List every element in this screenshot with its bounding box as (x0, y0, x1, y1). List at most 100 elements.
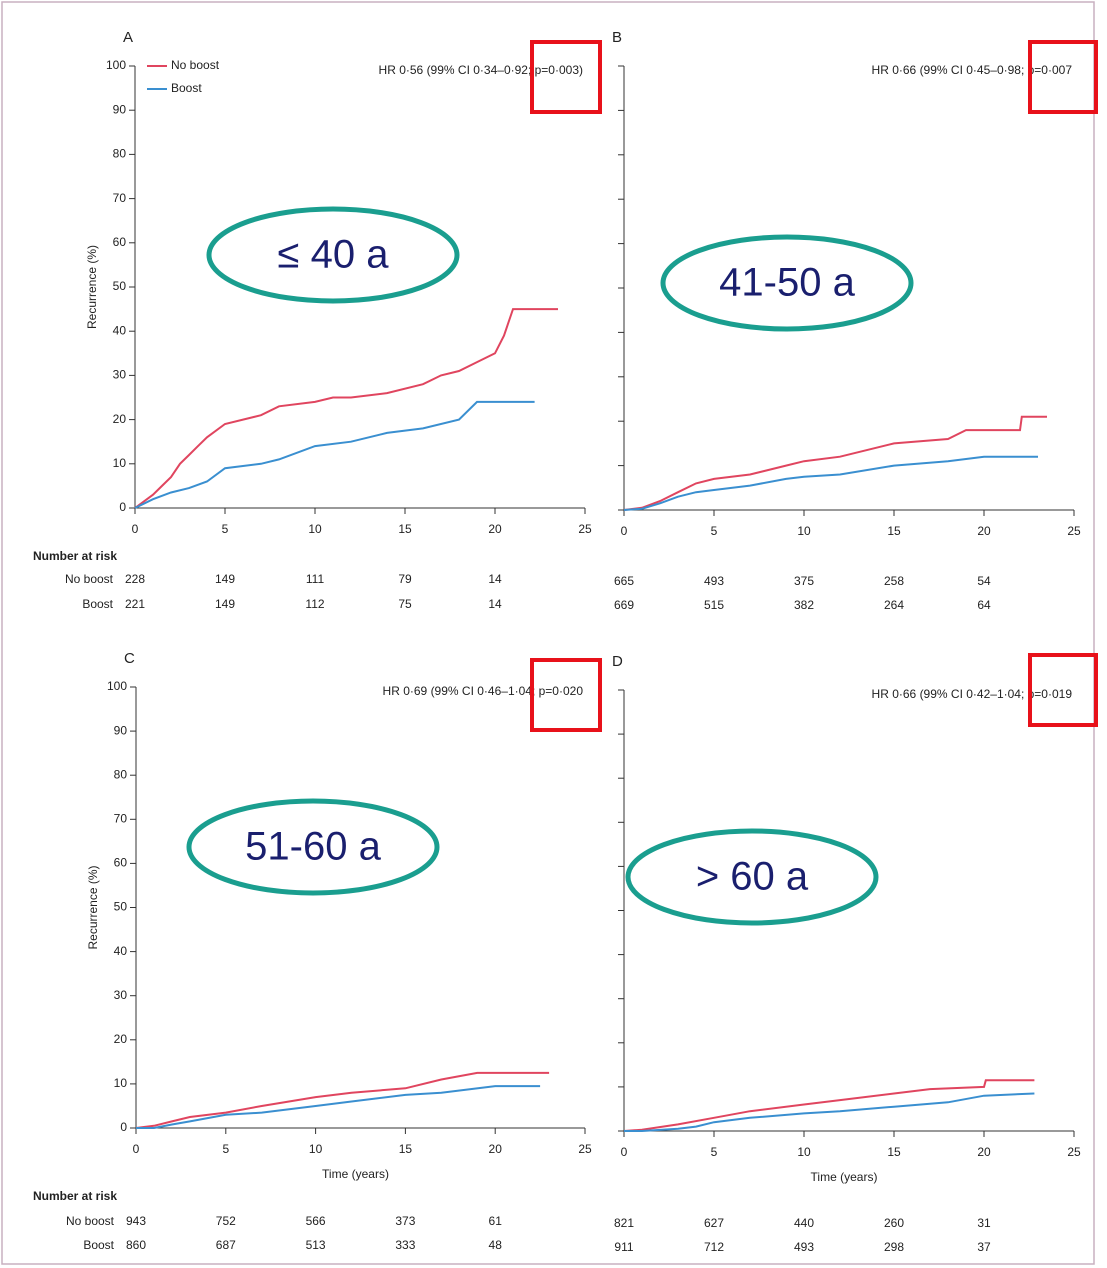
annotation-text: 51-60 a (245, 825, 381, 869)
x-tick-label: 15 (887, 1145, 901, 1159)
hr-text: HR 0·56 (99% CI 0·34–0·92; p=0·003) (379, 63, 583, 77)
x-tick-label: 10 (308, 522, 322, 536)
x-tick-label: 25 (1067, 524, 1081, 538)
risk-value: 440 (794, 1216, 814, 1230)
risk-value: 112 (305, 597, 324, 611)
highlight-box (530, 658, 602, 732)
hr-text: HR 0·69 (99% CI 0·46–1·04; p=0·020 (383, 684, 584, 698)
x-tick-label: 5 (222, 522, 229, 536)
y-tick-label: 10 (113, 456, 127, 470)
risk-value: 31 (977, 1216, 991, 1230)
risk-value: 298 (884, 1240, 904, 1254)
risk-value: 258 (884, 574, 904, 588)
risk-value: 111 (306, 572, 325, 586)
risk-value: 669 (614, 598, 634, 612)
risk-row-label: Boost (83, 1238, 114, 1252)
risk-value: 515 (704, 598, 724, 612)
y-axis-label: Recurrence (%) (86, 865, 100, 949)
y-tick-label: 10 (114, 1076, 128, 1090)
risk-value: 712 (704, 1240, 724, 1254)
risk-value: 493 (794, 1240, 814, 1254)
risk-value: 37 (977, 1240, 991, 1254)
annotation-text: > 60 a (696, 855, 809, 899)
y-tick-label: 80 (114, 767, 128, 781)
y-tick-label: 0 (119, 500, 126, 514)
legend-label: No boost (171, 58, 220, 72)
highlight-box (1028, 40, 1098, 114)
x-tick-label: 5 (711, 524, 718, 538)
y-tick-label: 20 (113, 412, 127, 426)
annotation-ellipse (625, 828, 879, 926)
y-axis-label: Recurrence (%) (85, 245, 99, 329)
risk-value: 75 (398, 597, 412, 611)
risk-value: 264 (884, 598, 904, 612)
survival-line (623, 1079, 1035, 1132)
survival-line (135, 1071, 550, 1129)
risk-value: 821 (614, 1216, 634, 1230)
survival-line (134, 308, 558, 509)
y-tick-label: 30 (113, 368, 127, 382)
x-tick-label: 5 (222, 1142, 229, 1156)
y-tick-label: 90 (114, 723, 128, 737)
annotation-text: ≤ 40 a (278, 233, 390, 277)
risk-value: 48 (489, 1238, 503, 1252)
y-tick-label: 100 (107, 679, 127, 693)
x-tick-label: 0 (621, 524, 628, 538)
risk-value: 687 (216, 1238, 236, 1252)
risk-value: 382 (794, 598, 814, 612)
survival-line (623, 415, 1047, 511)
x-tick-label: 25 (578, 1142, 592, 1156)
x-tick-label: 10 (797, 1145, 811, 1159)
risk-value: 260 (884, 1216, 904, 1230)
y-tick-label: 20 (114, 1032, 128, 1046)
y-tick-label: 40 (113, 323, 127, 337)
x-tick-label: 0 (621, 1145, 628, 1159)
risk-value: 333 (395, 1238, 415, 1252)
risk-value: 221 (125, 597, 145, 611)
risk-title: Number at risk (33, 1189, 117, 1203)
annotation-ellipse (186, 798, 440, 896)
y-tick-label: 50 (113, 279, 127, 293)
survival-line (134, 400, 535, 509)
risk-title: Number at risk (33, 549, 117, 563)
risk-value: 14 (488, 597, 502, 611)
panel-label: C (124, 650, 135, 667)
annotation-ellipse (660, 234, 914, 332)
risk-value: 149 (215, 572, 235, 586)
x-tick-label: 15 (399, 1142, 413, 1156)
x-axis-label: Time (years) (322, 1167, 389, 1181)
risk-value: 54 (977, 574, 991, 588)
highlight-box (530, 40, 602, 114)
x-tick-label: 20 (977, 1145, 991, 1159)
y-tick-label: 70 (113, 191, 127, 205)
x-tick-label: 15 (398, 522, 412, 536)
survival-line (623, 455, 1038, 511)
y-tick-label: 70 (114, 811, 128, 825)
risk-value: 79 (398, 572, 412, 586)
x-tick-label: 10 (309, 1142, 323, 1156)
x-tick-label: 10 (797, 524, 811, 538)
risk-value: 860 (126, 1238, 146, 1252)
risk-value: 665 (614, 574, 634, 588)
risk-value: 373 (395, 1214, 415, 1228)
y-tick-label: 100 (106, 58, 126, 72)
risk-value: 752 (216, 1214, 236, 1228)
risk-value: 228 (125, 572, 145, 586)
risk-value: 627 (704, 1216, 724, 1230)
panel-label: A (123, 29, 133, 46)
risk-value: 911 (614, 1240, 633, 1254)
survival-line (136, 1085, 541, 1129)
panel-label: B (612, 29, 622, 46)
annotation-text: 41-50 a (719, 261, 855, 305)
x-tick-label: 25 (1067, 1145, 1081, 1159)
hr-text: HR 0·66 (99% CI 0·45–0·98; p=0·007 (872, 63, 1073, 77)
risk-value: 375 (794, 574, 814, 588)
risk-row-label: No boost (65, 572, 114, 586)
x-tick-label: 5 (711, 1145, 718, 1159)
y-tick-label: 80 (113, 147, 127, 161)
annotation-ellipse (206, 206, 460, 304)
risk-value: 64 (977, 598, 991, 612)
x-tick-label: 0 (132, 522, 139, 536)
x-tick-label: 20 (489, 1142, 503, 1156)
